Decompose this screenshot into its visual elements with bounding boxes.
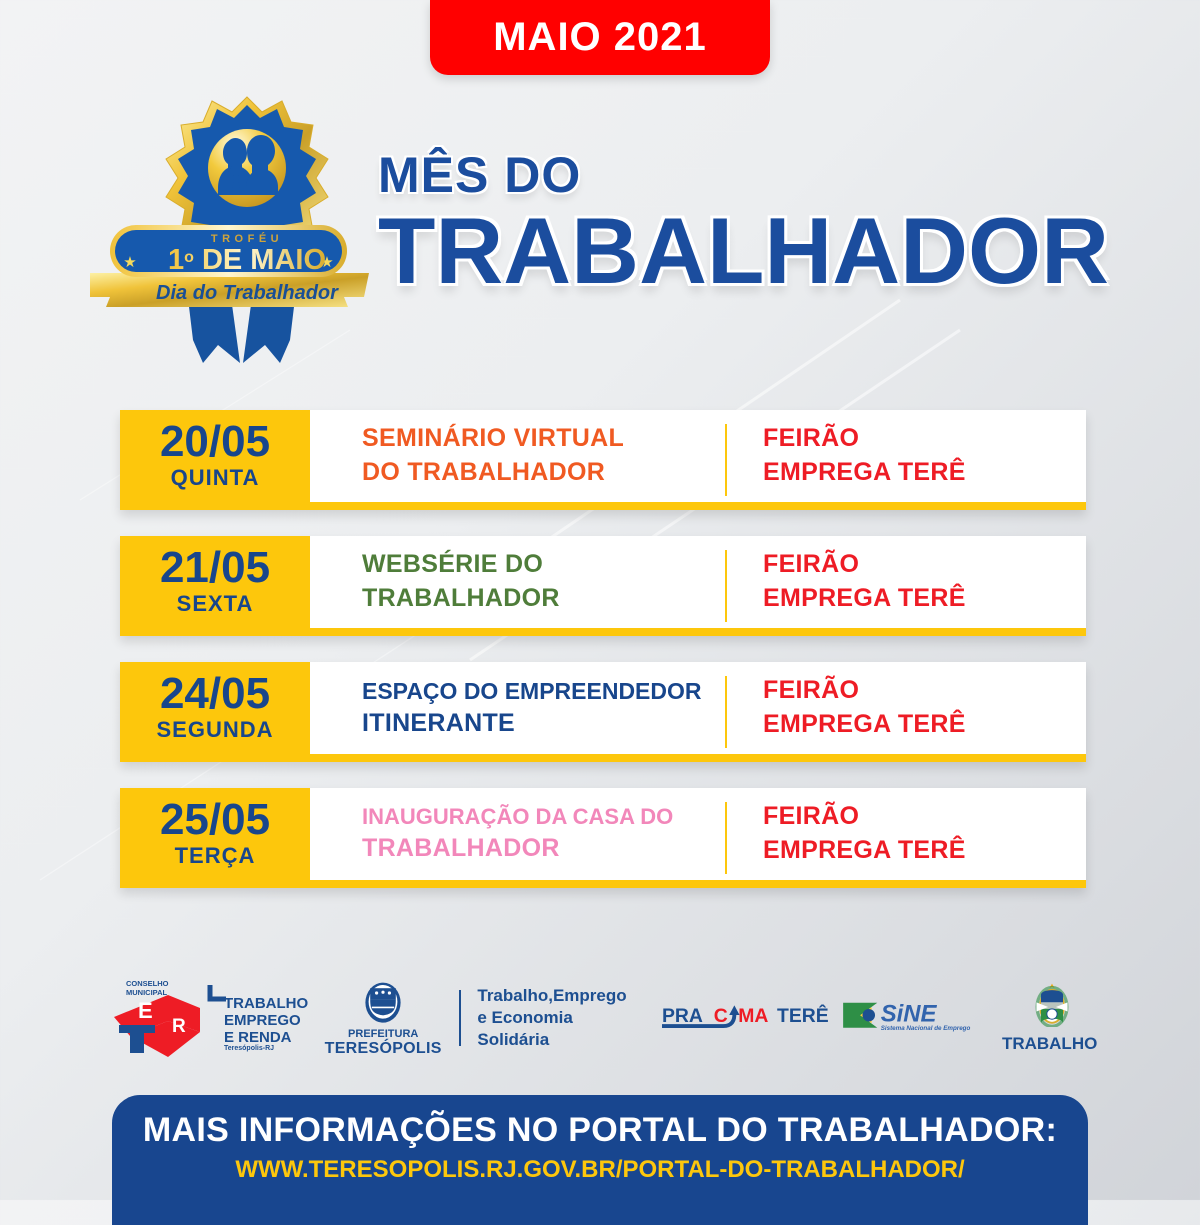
svg-text:MA: MA (738, 1005, 768, 1027)
svg-text:C: C (713, 1005, 727, 1027)
svg-text:TERÊ: TERÊ (777, 1003, 829, 1027)
svg-text:SiNE: SiNE (880, 1000, 937, 1027)
svg-text:E: E (138, 998, 153, 1023)
svg-text:★: ★ (123, 254, 136, 271)
svg-text:R: R (172, 1016, 186, 1037)
svg-text:PRA: PRA (662, 1005, 703, 1027)
svg-text:Dia do Trabalhador: Dia do Trabalhador (156, 282, 339, 304)
svg-text:Sistema Nacional de Emprego: Sistema Nacional de Emprego (880, 1025, 970, 1032)
